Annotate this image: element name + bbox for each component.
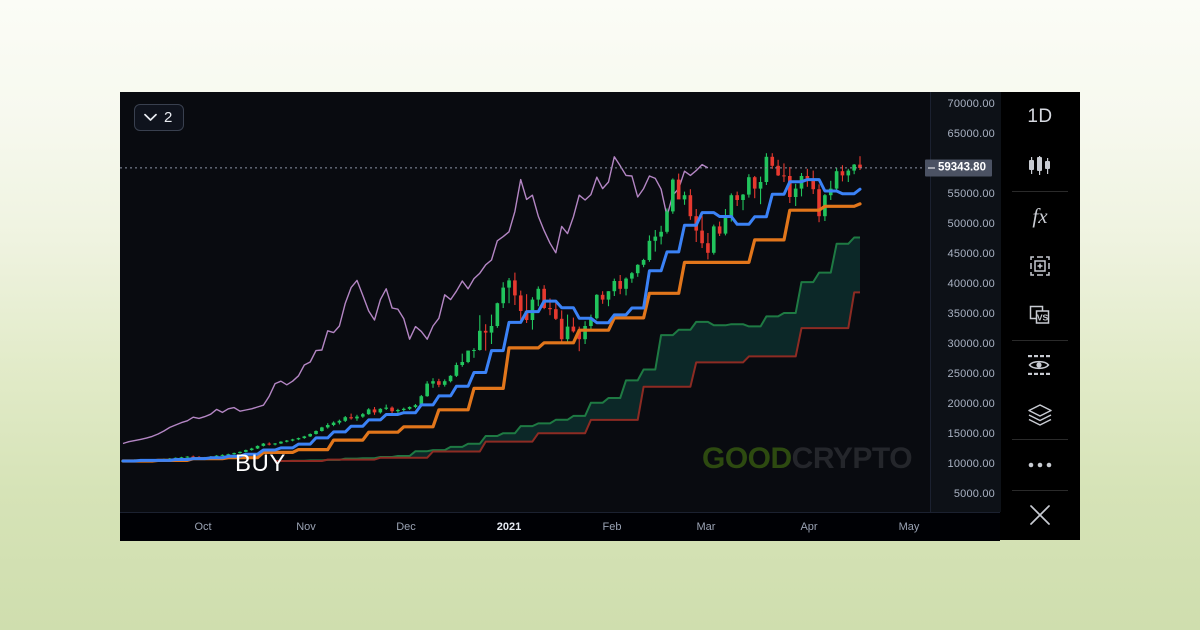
svg-text:VS: VS	[1037, 313, 1049, 323]
price-tick: 20000.00	[947, 398, 995, 410]
base-line-orange	[121, 202, 862, 463]
price-tick: 50000.00	[947, 218, 995, 230]
time-tick: Mar	[696, 521, 716, 533]
time-tick: 2021	[496, 521, 522, 533]
current-price-badge: 59343.80	[925, 159, 992, 177]
price-tick: 55000.00	[947, 188, 995, 200]
layers-icon[interactable]	[1000, 390, 1080, 439]
current-price-value: 59343.80	[938, 161, 986, 174]
chart-plot-area[interactable]	[120, 92, 930, 512]
timeframe-1d[interactable]: 1D	[1000, 92, 1080, 141]
toolbar-separator	[1012, 339, 1068, 341]
time-tick: Apr	[800, 521, 818, 533]
time-tick: Oct	[194, 521, 212, 533]
add-frame-icon[interactable]	[1000, 241, 1080, 290]
interval-dropdown-label: 2	[164, 109, 173, 126]
watermark-good: GOOD	[702, 442, 792, 475]
price-tick: 25000.00	[947, 368, 995, 380]
toolbar-separator	[1012, 439, 1068, 441]
chart-window: 2 BUY GOODCRYPTO 5000.00 10000.00 15000.00…	[120, 92, 1080, 541]
price-tick: 30000.00	[947, 338, 995, 350]
chart-canvas	[120, 92, 930, 512]
price-tick: 70000.00	[947, 98, 995, 110]
more-options-icon[interactable]	[1000, 440, 1080, 489]
price-tick: 35000.00	[947, 308, 995, 320]
price-tick: 5000.00	[953, 488, 995, 500]
visibility-eye-icon[interactable]	[1000, 341, 1080, 390]
toolbar-separator	[1012, 190, 1068, 192]
interval-dropdown-button[interactable]: 2	[134, 104, 185, 131]
close-icon[interactable]	[1000, 491, 1080, 540]
compare-vs-icon[interactable]: VS	[1000, 290, 1080, 339]
chevron-down-icon	[144, 110, 157, 125]
toolbar-separator	[1012, 489, 1068, 491]
price-tick: 15000.00	[947, 428, 995, 440]
goodcrypto-watermark: GOODCRYPTO	[702, 442, 913, 476]
time-tick: Dec	[396, 521, 416, 533]
price-tick: 45000.00	[947, 248, 995, 260]
chart-toolbar: 1D fx VS	[1000, 92, 1080, 540]
indicators-fx-icon[interactable]: fx	[1000, 192, 1080, 241]
conversion-line-blue	[121, 178, 862, 463]
price-badge-dash-icon	[928, 167, 935, 169]
candlestick-series	[121, 153, 862, 462]
buy-signal-label: BUY	[235, 450, 286, 477]
price-tick: 10000.00	[947, 458, 995, 470]
time-tick: Nov	[296, 521, 316, 533]
price-scale-axis[interactable]: 5000.00 10000.00 15000.00 20000.00 25000.00 3…	[925, 92, 1001, 512]
time-tick: May	[898, 521, 920, 533]
indicators-fx-icon-label: fx	[1032, 203, 1048, 228]
lagging-span-purple-line	[122, 156, 709, 445]
ichimoku-cloud	[275, 236, 861, 462]
price-tick: 65000.00	[947, 128, 995, 140]
candlestick-icon[interactable]	[1000, 141, 1080, 190]
price-tick: 40000.00	[947, 278, 995, 290]
chart-plot-column: 2 BUY GOODCRYPTO 5000.00 10000.00 15000.00…	[120, 92, 1001, 541]
timeframe-1d-label: 1D	[1027, 105, 1053, 127]
watermark-crypto: CRYPTO	[791, 442, 913, 475]
time-scale-axis[interactable]: Oct Nov Dec 2021 Feb Mar Apr May	[120, 512, 1000, 541]
time-tick: Feb	[602, 521, 622, 533]
